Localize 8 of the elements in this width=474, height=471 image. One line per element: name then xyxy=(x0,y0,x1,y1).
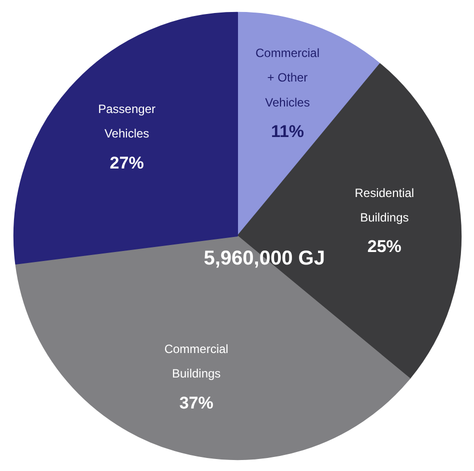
data-label: 37% xyxy=(179,393,214,412)
slice-label: Residential Buildings xyxy=(354,186,414,225)
data-label: 27% xyxy=(110,153,144,172)
slice-label: Commercial + Other Vehicles xyxy=(255,46,320,110)
slice-label: Passenger Vehicles xyxy=(98,102,156,141)
data-label: 25% xyxy=(367,237,402,256)
data-label: 11% xyxy=(270,122,304,141)
slice-label: Commercial Buildings xyxy=(164,342,228,381)
